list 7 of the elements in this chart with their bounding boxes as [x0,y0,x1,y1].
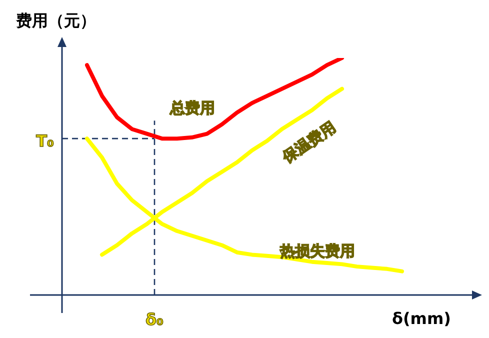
ref-line-label: T₀ [36,132,54,151]
x-axis-title: δ(mm) [392,309,451,328]
text: δ₀ [146,310,164,330]
series-label: 热损失费用 [279,242,355,260]
series-label: 总费用 [169,98,215,117]
text: 保温费用 [278,118,339,168]
y-axis-title: 费用（元） [15,11,96,30]
